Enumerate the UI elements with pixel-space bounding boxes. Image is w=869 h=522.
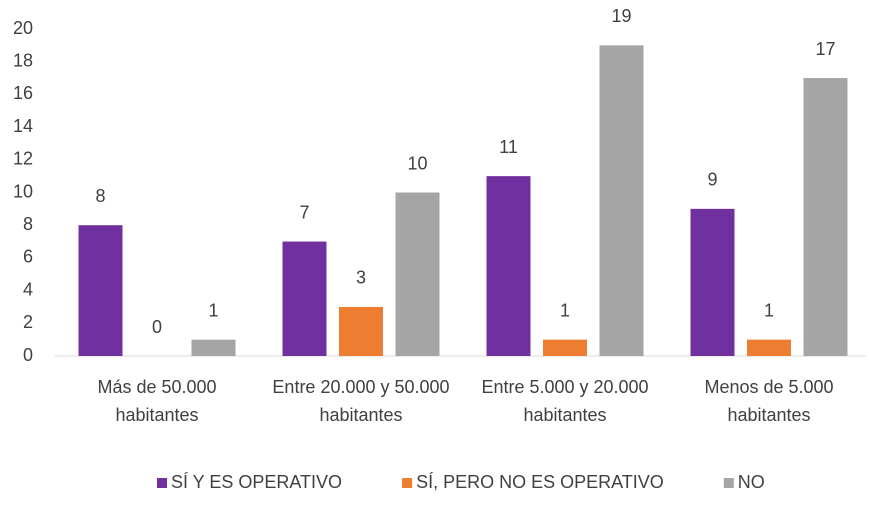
value-label: 1 (560, 300, 570, 320)
value-label: 8 (95, 186, 105, 206)
bar (339, 306, 383, 356)
y-tick-label: 10 (13, 181, 33, 201)
legend-swatch (723, 478, 734, 488)
value-label: 17 (815, 39, 835, 59)
value-label: 11 (499, 137, 518, 157)
bar (599, 45, 644, 356)
y-tick-label: 12 (13, 149, 33, 169)
bar (191, 339, 236, 356)
y-tick-label: 18 (13, 50, 33, 70)
value-label: 0 (152, 317, 162, 337)
y-tick-label: 6 (23, 247, 33, 267)
legend-label: NO (738, 472, 765, 492)
x-tick-label: Entre 20.000 y 50.000 habitantes (272, 377, 450, 425)
bar (78, 225, 123, 356)
bar (803, 78, 848, 357)
value-label: 9 (707, 170, 717, 190)
value-label: 10 (407, 153, 427, 173)
legend-swatch (157, 478, 167, 488)
value-label: 1 (764, 300, 774, 320)
y-tick-label: 14 (13, 116, 33, 136)
legend-label: SÍ, PERO NO ES OPERATIVO (416, 472, 664, 492)
bar (690, 208, 735, 356)
bar (486, 176, 531, 356)
y-tick-label: 2 (23, 312, 33, 332)
bar (395, 192, 440, 356)
value-label: 3 (356, 268, 366, 288)
y-tick-label: 0 (23, 345, 33, 365)
value-label: 19 (611, 6, 631, 26)
bar (543, 339, 587, 356)
legend-swatch (402, 478, 413, 488)
value-label: 7 (299, 202, 309, 222)
y-tick-label: 20 (13, 18, 33, 38)
y-tick-label: 16 (13, 83, 33, 103)
y-tick-label: 4 (23, 279, 33, 299)
x-tick-label: Menos de 5.000 habitantes (704, 377, 834, 425)
bar (747, 339, 791, 356)
bar (282, 241, 327, 356)
x-tick-label: Entre 5.000 y 20.000 habitantes (481, 377, 649, 425)
value-label: 1 (208, 300, 218, 320)
x-tick-label: Más de 50.000 habitantes (97, 377, 217, 425)
legend-label: SÍ Y ES OPERATIVO (171, 472, 342, 492)
y-tick-label: 8 (23, 214, 33, 234)
